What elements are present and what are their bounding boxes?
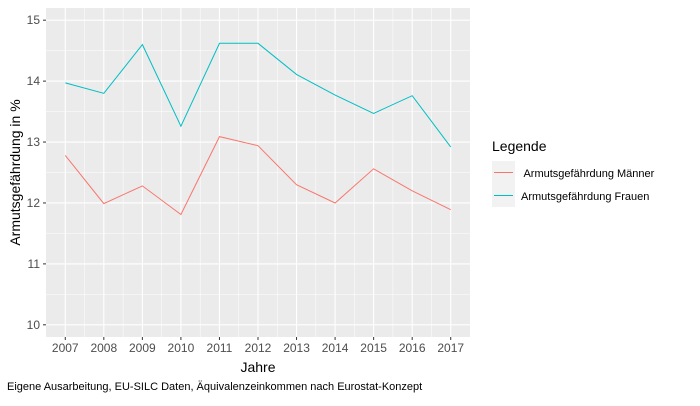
x-tick-label: 2012 — [245, 341, 272, 355]
y-tick-label: 10 — [27, 318, 41, 332]
series-line-maenner — [64, 136, 451, 216]
chart-caption: Eigene Ausarbeitung, EU-SILC Daten, Äqui… — [7, 381, 422, 393]
x-axis-ticks: 2007 2008 2009 2010 2011 2012 2013 2014 2015 2016… — [52, 337, 464, 355]
x-tick-label: 2013 — [283, 341, 310, 355]
legend-label: Armutsgefährdung Männer — [521, 168, 655, 180]
legend: Armutsgefährdung Männer Armutsgefährdung … — [492, 161, 655, 207]
x-tick-label: 2015 — [360, 341, 387, 355]
x-tick-label: 2010 — [168, 341, 195, 355]
y-axis-ticks: 10 11 12 13 14 15 — [27, 13, 46, 332]
series-line-frauen — [65, 42, 452, 148]
x-tick-label: 2017 — [437, 341, 464, 355]
y-tick-label: 14 — [27, 74, 41, 88]
y-tick-label: 11 — [28, 257, 41, 271]
x-tick-label: 2011 — [207, 341, 233, 355]
x-axis-label: Jahre — [240, 359, 275, 375]
x-tick-label: 2008 — [90, 341, 117, 355]
x-tick-label: 2014 — [322, 341, 349, 355]
grid-major — [46, 8, 470, 337]
x-tick-label: 2009 — [129, 341, 156, 355]
legend-label: Armutsgefährdung Frauen — [521, 191, 649, 203]
y-tick-label: 13 — [27, 135, 41, 149]
y-axis-label: Armutsgefährdung in % — [7, 99, 23, 245]
x-tick-label: 2007 — [52, 341, 79, 355]
legend-title: Legende — [492, 138, 547, 154]
y-tick-label: 12 — [27, 196, 41, 210]
x-tick-label: 2016 — [399, 341, 426, 355]
series-layer — [64, 42, 452, 216]
y-tick-label: 15 — [27, 13, 41, 27]
